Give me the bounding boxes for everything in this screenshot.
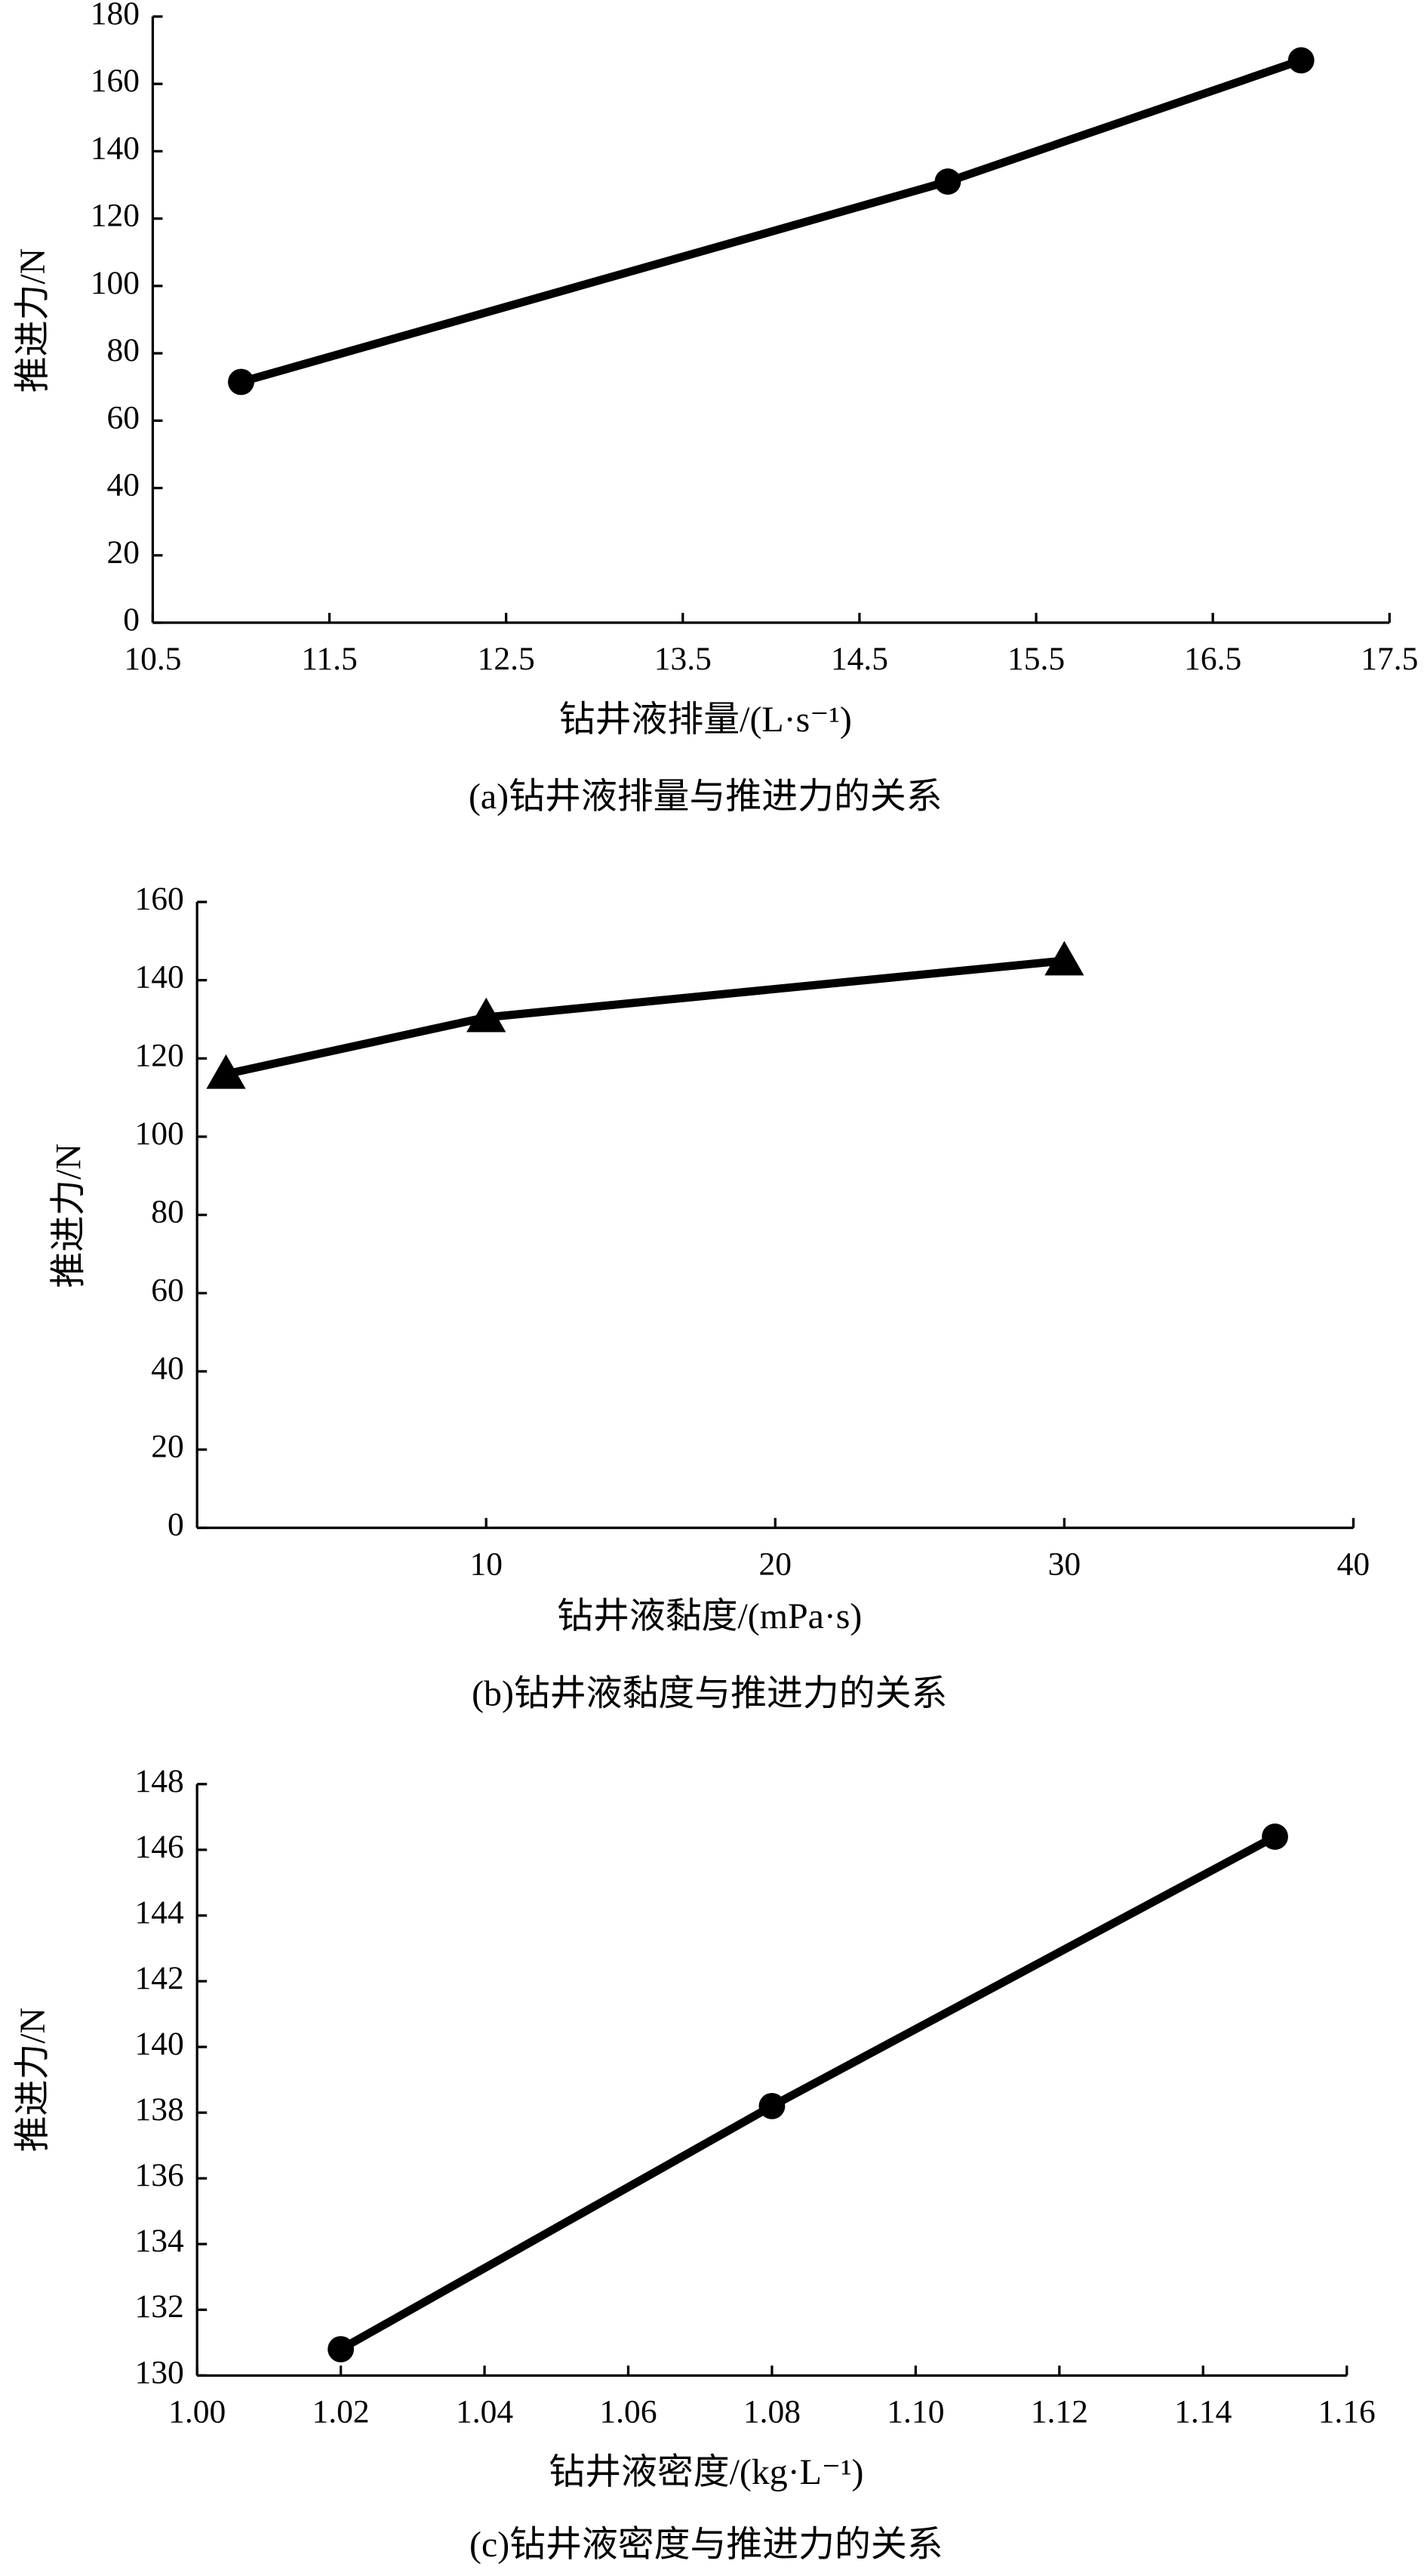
marker — [758, 2092, 786, 2119]
y-tick-label: 160 — [134, 881, 183, 917]
y-tick-label: 40 — [106, 467, 140, 503]
chart-caption: (a)钻井液排量与推进力的关系 — [469, 777, 943, 817]
y-tick-label: 160 — [91, 63, 140, 99]
y-tick-label: 144 — [134, 1894, 184, 1931]
y-tick-label: 148 — [134, 1763, 183, 1799]
x-axis-label: 钻井液排量/(L·s⁻¹) — [559, 700, 852, 740]
y-tick-label: 60 — [151, 1272, 184, 1308]
y-tick-label: 132 — [134, 2288, 183, 2325]
x-tick-label: 1.12 — [1031, 2394, 1088, 2430]
y-axis-label: 推进力/N — [49, 1143, 89, 1288]
y-tick-label: 0 — [123, 602, 140, 638]
y-tick-label: 80 — [106, 332, 140, 368]
x-tick-label: 1.14 — [1174, 2394, 1232, 2430]
y-tick-label: 120 — [91, 198, 140, 234]
y-tick-label: 140 — [134, 2026, 183, 2062]
y-tick-label: 140 — [134, 959, 183, 996]
y-tick-label: 130 — [134, 2354, 183, 2390]
chart-caption: (b)钻井液黏度与推进力的关系 — [472, 1673, 947, 1713]
y-tick-label: 180 — [91, 0, 140, 32]
y-tick-label: 40 — [151, 1350, 184, 1386]
marker — [1262, 1824, 1288, 1850]
y-tick-label: 146 — [134, 1829, 183, 1865]
x-tick-label: 16.5 — [1184, 641, 1241, 677]
chart-caption: (c)钻井液密度与推进力的关系 — [469, 2525, 943, 2565]
y-tick-label: 142 — [134, 1960, 183, 1996]
data-line — [338, 1833, 1278, 2353]
x-tick-label: 1.08 — [743, 2394, 801, 2430]
data-line — [239, 56, 1303, 386]
y-tick-label: 138 — [134, 2091, 183, 2128]
x-tick-label: 20 — [759, 1546, 792, 1582]
x-tick-label: 1.04 — [456, 2394, 513, 2430]
x-tick-label: 1.16 — [1318, 2394, 1376, 2430]
y-axis-label: 推进力/N — [13, 248, 53, 393]
x-axis-label: 钻井液密度/(kg·L⁻¹) — [549, 2452, 863, 2492]
y-tick-label: 136 — [134, 2157, 183, 2193]
y-tick-label: 100 — [91, 265, 140, 301]
y-tick-label: 60 — [106, 399, 140, 435]
x-tick-label: 11.5 — [301, 641, 358, 677]
y-axis-label: 推进力/N — [13, 2008, 53, 2153]
x-axis-label: 钻井液黏度/(mPa·s) — [557, 1596, 862, 1636]
marker — [1044, 940, 1084, 976]
y-tick-label: 80 — [151, 1194, 184, 1230]
x-tick-label: 10 — [469, 1546, 503, 1582]
marker — [466, 997, 506, 1033]
x-tick-label: 10.5 — [124, 641, 181, 677]
x-tick-label: 40 — [1337, 1546, 1370, 1582]
x-tick-label: 17.5 — [1361, 641, 1418, 677]
y-tick-label: 134 — [134, 2223, 184, 2259]
y-tick-label: 20 — [151, 1429, 184, 1465]
x-tick-label: 1.02 — [312, 2394, 370, 2430]
x-tick-label: 1.00 — [168, 2394, 226, 2430]
y-tick-label: 120 — [134, 1037, 183, 1073]
x-tick-label: 30 — [1048, 1546, 1081, 1582]
x-tick-label: 12.5 — [478, 641, 535, 677]
x-tick-label: 13.5 — [654, 641, 712, 677]
x-tick-label: 1.10 — [887, 2394, 944, 2430]
data-line — [225, 956, 1065, 1079]
y-tick-label: 20 — [106, 534, 140, 571]
x-tick-label: 1.06 — [599, 2394, 657, 2430]
marker — [206, 1054, 246, 1089]
marker — [934, 168, 961, 195]
y-tick-label: 0 — [168, 1507, 184, 1543]
marker — [328, 2336, 355, 2362]
y-tick-label: 140 — [91, 130, 140, 166]
y-tick-label: 100 — [134, 1116, 183, 1152]
marker — [228, 368, 254, 395]
marker — [1287, 47, 1315, 74]
x-tick-label: 15.5 — [1007, 641, 1065, 677]
x-tick-label: 14.5 — [831, 641, 888, 677]
